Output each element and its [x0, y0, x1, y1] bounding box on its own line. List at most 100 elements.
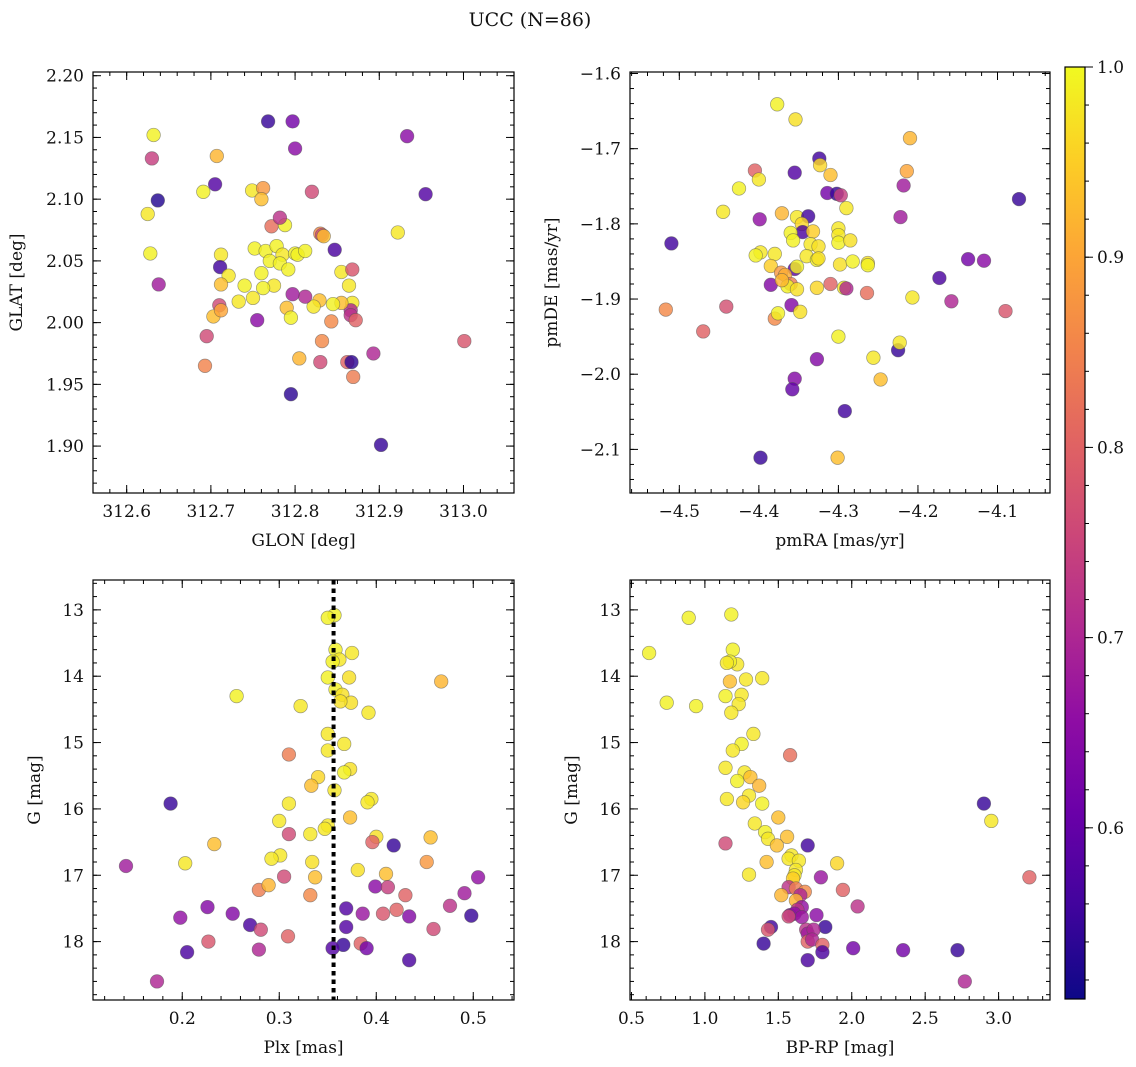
- scatter-point: [298, 243, 313, 259]
- x-tick-label: 1.0: [691, 1009, 718, 1029]
- y-tick-label: 15: [599, 734, 621, 754]
- scatter-point: [752, 212, 767, 227]
- scatter-point: [846, 941, 861, 956]
- scatter-point: [281, 747, 297, 762]
- scatter-point: [287, 141, 303, 156]
- scatter-point: [641, 645, 657, 661]
- x-tick-label: −4.5: [659, 502, 700, 522]
- colorbar-tick-label: 0.8: [1097, 438, 1124, 458]
- panel-pmra-pmde: −4.5 −4.4 −4.3 −4.2 −4.1 −2.1 −2.0 −1.9 −1.8 −1.7…: [542, 65, 1051, 551]
- scatter-point: [264, 851, 279, 866]
- scatter-point: [779, 829, 795, 844]
- scatter-point: [859, 285, 875, 301]
- scatter-point: [823, 276, 838, 292]
- scatter-point: [146, 127, 161, 143]
- x-tick-label: 0.5: [460, 1009, 487, 1029]
- scatter-point: [201, 934, 216, 949]
- scatter-point: [260, 114, 276, 129]
- scatter-point: [390, 225, 405, 240]
- scatter-point: [281, 796, 297, 811]
- scatter-point: [426, 921, 441, 937]
- scatter-point: [200, 899, 215, 915]
- colorbar: 0.6 0.7 0.8 0.9 1.0: [1064, 58, 1124, 1000]
- scatter-point: [317, 821, 332, 836]
- scatter-point: [746, 726, 761, 742]
- scatter-point: [281, 262, 296, 277]
- scatter-point: [365, 834, 380, 850]
- scatter-point: [782, 748, 798, 763]
- scatter-point: [285, 287, 300, 302]
- scatter-point: [231, 294, 246, 309]
- scatter-point: [313, 354, 328, 370]
- x-tick-label: 0.5: [618, 1009, 645, 1029]
- scatter-point: [688, 698, 704, 714]
- scatter-point: [361, 705, 376, 720]
- scatter-point: [272, 210, 288, 225]
- scatter-point: [140, 206, 155, 222]
- scatter-point: [724, 607, 739, 622]
- scatter-point: [811, 251, 826, 266]
- scatter-point: [866, 350, 881, 365]
- scatter-point: [255, 280, 271, 296]
- scatter-point: [738, 672, 754, 687]
- scatter-point: [811, 239, 826, 254]
- scatter-point: [325, 296, 341, 312]
- scatter-point: [237, 278, 252, 293]
- scatter-point: [789, 282, 805, 297]
- axes-frame: [629, 71, 1051, 494]
- scatter-point: [173, 910, 188, 925]
- scatter-point: [658, 302, 673, 317]
- scatter-point: [213, 303, 229, 318]
- scatter-point: [341, 670, 357, 685]
- scatter-point: [457, 333, 472, 349]
- scatter-point: [118, 858, 134, 874]
- y-tick-label: 1.90: [46, 437, 84, 457]
- scatter-point: [375, 906, 391, 921]
- scatter-point: [800, 838, 815, 853]
- scatter-point: [787, 165, 802, 180]
- y-tick-label: 2.10: [46, 190, 84, 210]
- x-tick-label: 0.4: [363, 1009, 390, 1029]
- scatter-point: [747, 816, 762, 831]
- x-tick-label: 0.3: [266, 1009, 293, 1029]
- scatter-point: [905, 290, 920, 305]
- scatter-point: [229, 688, 244, 704]
- scatter-point: [860, 258, 875, 273]
- scatter-point: [293, 698, 308, 714]
- scatter-point: [800, 953, 815, 968]
- y-tick-label: 2.05: [46, 252, 84, 272]
- scatter-point: [774, 206, 790, 221]
- scatter-point: [304, 778, 319, 793]
- y-axis-label: G [mag]: [562, 755, 582, 824]
- scatter-point: [419, 854, 434, 870]
- scatter-point: [839, 281, 854, 296]
- scatter-point: [285, 114, 300, 129]
- scatter-point: [359, 941, 374, 956]
- scatter-point: [719, 299, 734, 314]
- y-tick-label: −1.7: [580, 140, 621, 160]
- data-points: [140, 114, 472, 453]
- scatter-point: [950, 943, 965, 958]
- scatter-point: [253, 922, 268, 937]
- y-axis-label: G [mag]: [25, 755, 45, 824]
- y-tick-label: 18: [62, 933, 84, 953]
- y-tick-label: 2.00: [46, 314, 84, 334]
- x-tick-label: 2.0: [838, 1009, 865, 1029]
- x-tick-label: −4.3: [818, 502, 859, 522]
- scatter-point: [250, 313, 265, 328]
- x-axis-label: pmRA [mas/yr]: [775, 531, 904, 551]
- scatter-point: [298, 289, 313, 304]
- scatter-point: [770, 306, 786, 321]
- scatter-point: [896, 178, 911, 193]
- scatter-point: [725, 642, 740, 657]
- scatter-point: [304, 184, 320, 199]
- scatter-point: [895, 943, 911, 958]
- scatter-point: [785, 233, 801, 248]
- scatter-point: [339, 901, 354, 916]
- scatter-point: [794, 909, 809, 925]
- scatter-point: [741, 867, 757, 882]
- y-axis-label: pmDE [mas/yr]: [542, 217, 562, 347]
- scatter-point: [341, 278, 357, 293]
- scatter-point: [245, 290, 261, 306]
